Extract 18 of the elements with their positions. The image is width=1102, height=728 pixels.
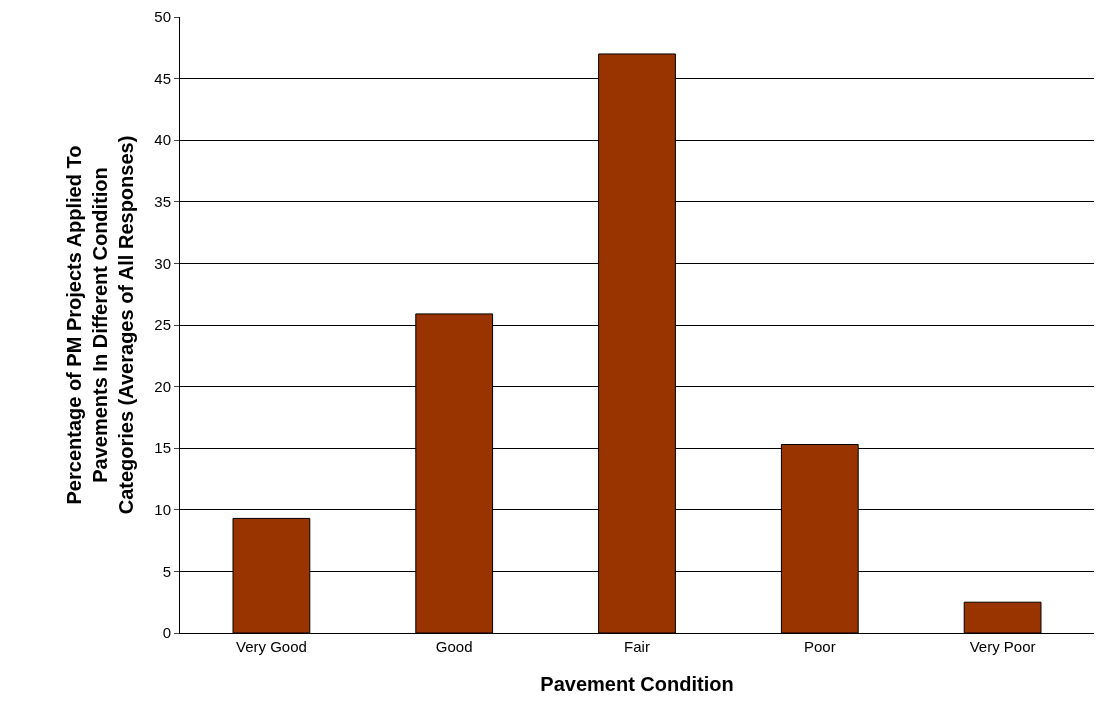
y-tick-label: 30	[154, 254, 171, 272]
y-tick-label: 35	[154, 193, 171, 211]
y-tick-label: 50	[154, 8, 171, 26]
y-tick-label: 25	[154, 316, 171, 334]
y-tick-label: 10	[154, 501, 171, 519]
y-tick-label: 15	[154, 439, 171, 457]
x-tick-label: Very Good	[235, 638, 307, 655]
x-tick-label: Good	[435, 638, 473, 655]
y-tick-label: 45	[154, 69, 171, 87]
x-tick-label: Fair	[624, 638, 650, 655]
y-tick-label: 20	[154, 377, 171, 395]
y-tick-label: 0	[162, 624, 171, 642]
y-axis-title: Percentage of PM Projects Applied To Pavements In Different Condition Categories (Averages of All Responses)	[62, 135, 137, 515]
x-axis-title: Pavement Condition	[540, 672, 734, 695]
x-tick-label: Very Poor	[969, 638, 1036, 655]
y-tick-label: 40	[154, 131, 171, 149]
y-tick-label: 5	[162, 562, 171, 580]
x-tick-label: Poor	[803, 638, 836, 655]
